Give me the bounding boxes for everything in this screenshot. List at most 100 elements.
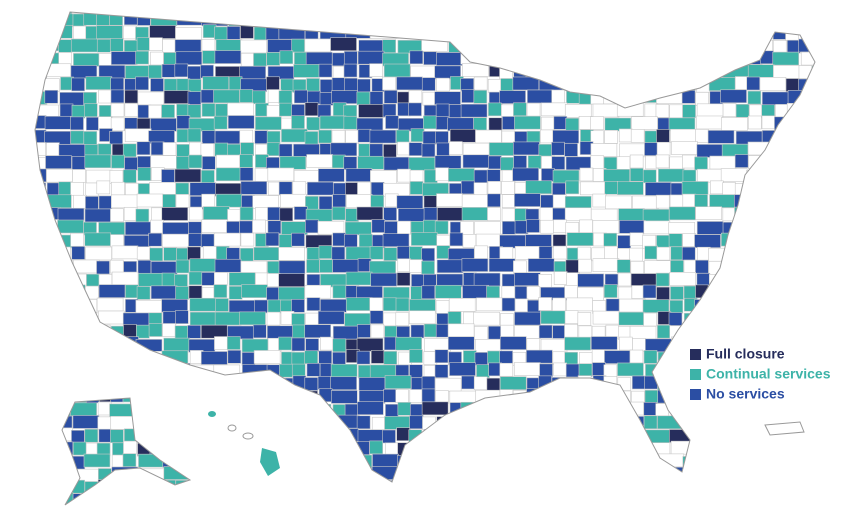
island xyxy=(227,424,237,432)
county xyxy=(436,521,449,530)
county xyxy=(255,207,269,221)
county xyxy=(19,261,32,274)
county xyxy=(564,310,579,324)
county xyxy=(239,220,253,235)
county xyxy=(137,414,152,428)
county xyxy=(330,467,345,481)
county xyxy=(332,284,347,299)
county xyxy=(565,12,579,26)
county xyxy=(21,300,34,313)
county xyxy=(499,362,514,377)
county xyxy=(552,466,579,480)
county xyxy=(499,442,514,457)
county xyxy=(20,416,33,429)
county xyxy=(656,507,669,520)
county xyxy=(395,297,410,312)
county xyxy=(798,258,813,273)
county xyxy=(694,416,709,431)
county xyxy=(60,519,86,530)
county xyxy=(812,90,815,105)
county xyxy=(448,39,463,53)
county xyxy=(668,350,683,364)
county xyxy=(590,427,605,442)
county xyxy=(372,453,399,468)
county xyxy=(435,12,462,14)
county xyxy=(682,25,696,39)
county xyxy=(528,507,554,520)
county xyxy=(19,144,32,157)
county xyxy=(720,24,735,39)
county xyxy=(539,521,565,530)
county xyxy=(501,429,515,444)
county xyxy=(291,115,305,129)
county xyxy=(656,129,670,143)
county xyxy=(255,116,282,131)
county xyxy=(280,455,295,469)
county xyxy=(812,155,815,169)
county xyxy=(190,388,204,402)
county xyxy=(787,324,815,339)
county xyxy=(525,402,540,417)
county xyxy=(825,52,838,65)
county xyxy=(501,181,515,195)
county xyxy=(762,258,776,273)
county xyxy=(747,90,762,105)
county xyxy=(540,116,555,131)
county xyxy=(97,401,112,416)
county xyxy=(799,493,814,505)
county xyxy=(266,416,280,431)
county xyxy=(800,235,814,249)
county xyxy=(827,118,840,131)
county xyxy=(239,440,254,455)
county xyxy=(71,506,97,519)
county xyxy=(111,350,125,364)
county xyxy=(448,298,476,312)
county xyxy=(436,52,463,66)
county xyxy=(435,103,450,118)
county xyxy=(228,272,256,286)
county xyxy=(501,26,528,41)
county xyxy=(616,480,631,494)
county xyxy=(57,207,85,222)
county xyxy=(307,401,321,415)
county xyxy=(423,115,437,130)
county xyxy=(267,299,282,314)
county xyxy=(436,245,451,259)
county xyxy=(721,286,736,301)
county xyxy=(125,182,139,197)
county xyxy=(333,508,346,521)
county xyxy=(150,12,164,13)
county xyxy=(786,480,800,494)
county xyxy=(436,259,464,274)
county xyxy=(775,12,802,14)
county xyxy=(124,128,152,143)
county xyxy=(436,193,463,207)
county xyxy=(21,181,34,194)
county xyxy=(617,362,644,377)
county xyxy=(489,507,502,520)
county xyxy=(644,245,659,260)
county xyxy=(421,285,436,300)
county xyxy=(593,12,620,13)
county xyxy=(20,103,33,116)
county xyxy=(786,128,801,143)
county xyxy=(630,273,658,287)
county xyxy=(46,168,73,183)
county xyxy=(709,194,736,208)
county xyxy=(138,272,165,287)
county xyxy=(682,169,697,184)
county xyxy=(398,468,425,483)
county xyxy=(32,520,58,530)
county xyxy=(45,234,73,249)
county xyxy=(813,482,815,496)
county xyxy=(577,273,604,288)
county xyxy=(760,12,775,13)
county xyxy=(278,102,293,117)
county xyxy=(332,325,360,340)
county xyxy=(252,376,280,390)
county xyxy=(566,232,594,247)
county xyxy=(35,142,46,156)
county xyxy=(397,208,425,222)
county xyxy=(253,247,281,261)
